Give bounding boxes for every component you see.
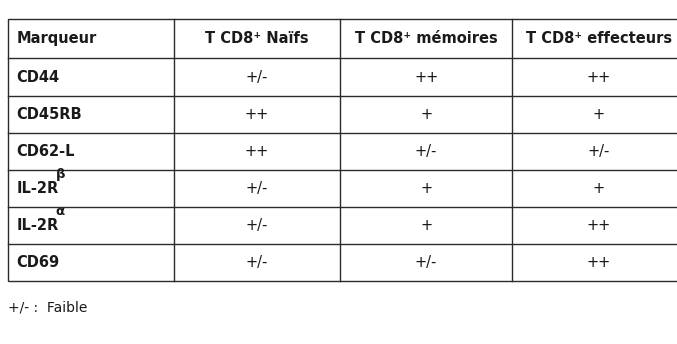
Text: +/-: +/- [588,144,610,159]
Text: T CD8⁺ effecteurs: T CD8⁺ effecteurs [526,31,672,46]
Text: α: α [56,205,64,218]
Text: +/-: +/- [246,69,268,85]
Text: CD45RB: CD45RB [16,107,82,122]
Text: Marqueur: Marqueur [16,31,97,46]
Text: +: + [420,181,432,196]
Text: CD62-L: CD62-L [16,144,74,159]
Text: +: + [593,181,605,196]
Text: T CD8⁺ Naïfs: T CD8⁺ Naïfs [205,31,309,46]
Text: +: + [420,107,432,122]
Text: +: + [420,218,432,233]
Text: ++: ++ [245,144,269,159]
Text: ++: ++ [245,107,269,122]
Text: ++: ++ [587,69,611,85]
Text: CD69: CD69 [16,255,60,270]
Text: +/- :  Faible: +/- : Faible [8,300,87,314]
Text: ++: ++ [587,255,611,270]
Text: +/-: +/- [415,255,437,270]
Text: +/-: +/- [246,218,268,233]
Text: T CD8⁺ mémoires: T CD8⁺ mémoires [355,31,498,46]
Text: β: β [56,168,65,181]
Text: +/-: +/- [415,144,437,159]
Text: +/-: +/- [246,255,268,270]
Text: +: + [593,107,605,122]
Text: ++: ++ [587,218,611,233]
Text: ++: ++ [414,69,438,85]
Text: CD44: CD44 [16,69,60,85]
Text: IL-2R: IL-2R [16,181,58,196]
Text: +/-: +/- [246,181,268,196]
Text: IL-2R: IL-2R [16,218,58,233]
Bar [8,19,677,281]
